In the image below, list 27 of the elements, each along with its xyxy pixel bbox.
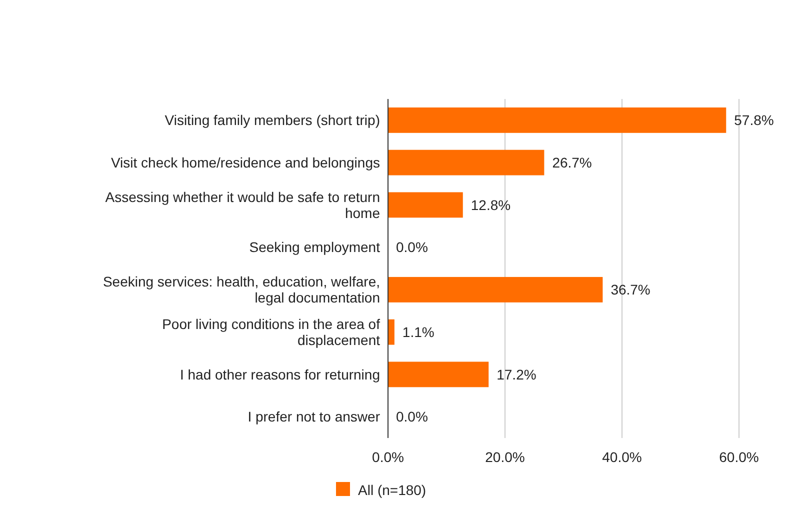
data-label: 36.7% (610, 282, 650, 298)
y-tick-label: Visiting family members (short trip) (164, 112, 380, 128)
y-tick-label: Seeking employment (249, 239, 380, 256)
data-label: 57.8% (734, 112, 774, 128)
y-tick-label: Assessing whether it would be safe to return home (105, 188, 380, 221)
y-tick-label: Seeking services: health, education, welfare, legal documentation (102, 274, 380, 306)
data-label: 1.1% (402, 324, 434, 340)
bar (388, 107, 726, 133)
y-tick-label: Poor living conditions in the area of displacement (162, 316, 380, 348)
x-tick-label: 0.0% (372, 449, 404, 465)
data-label: 12.8% (470, 196, 511, 213)
data-label: 0.0% (396, 408, 428, 425)
y-tick-label: I prefer not to answer (248, 408, 380, 425)
bar (388, 192, 463, 218)
bar (388, 150, 544, 176)
y-tick-label: Visit check home/residence and belongings (110, 154, 380, 170)
data-label: 26.7% (552, 154, 592, 170)
x-tick-label: 20.0% (485, 449, 525, 465)
x-tick-label: 40.0% (602, 449, 642, 465)
x-tick-label: 60.0% (719, 449, 759, 465)
y-tick-label: I had other reasons for returning (180, 366, 380, 382)
bar (388, 362, 489, 388)
legend-label: All (n=180) (358, 482, 426, 498)
data-label: 17.2% (496, 366, 536, 382)
bar (388, 319, 394, 345)
bar (388, 276, 603, 302)
data-label: 0.0% (396, 239, 428, 256)
